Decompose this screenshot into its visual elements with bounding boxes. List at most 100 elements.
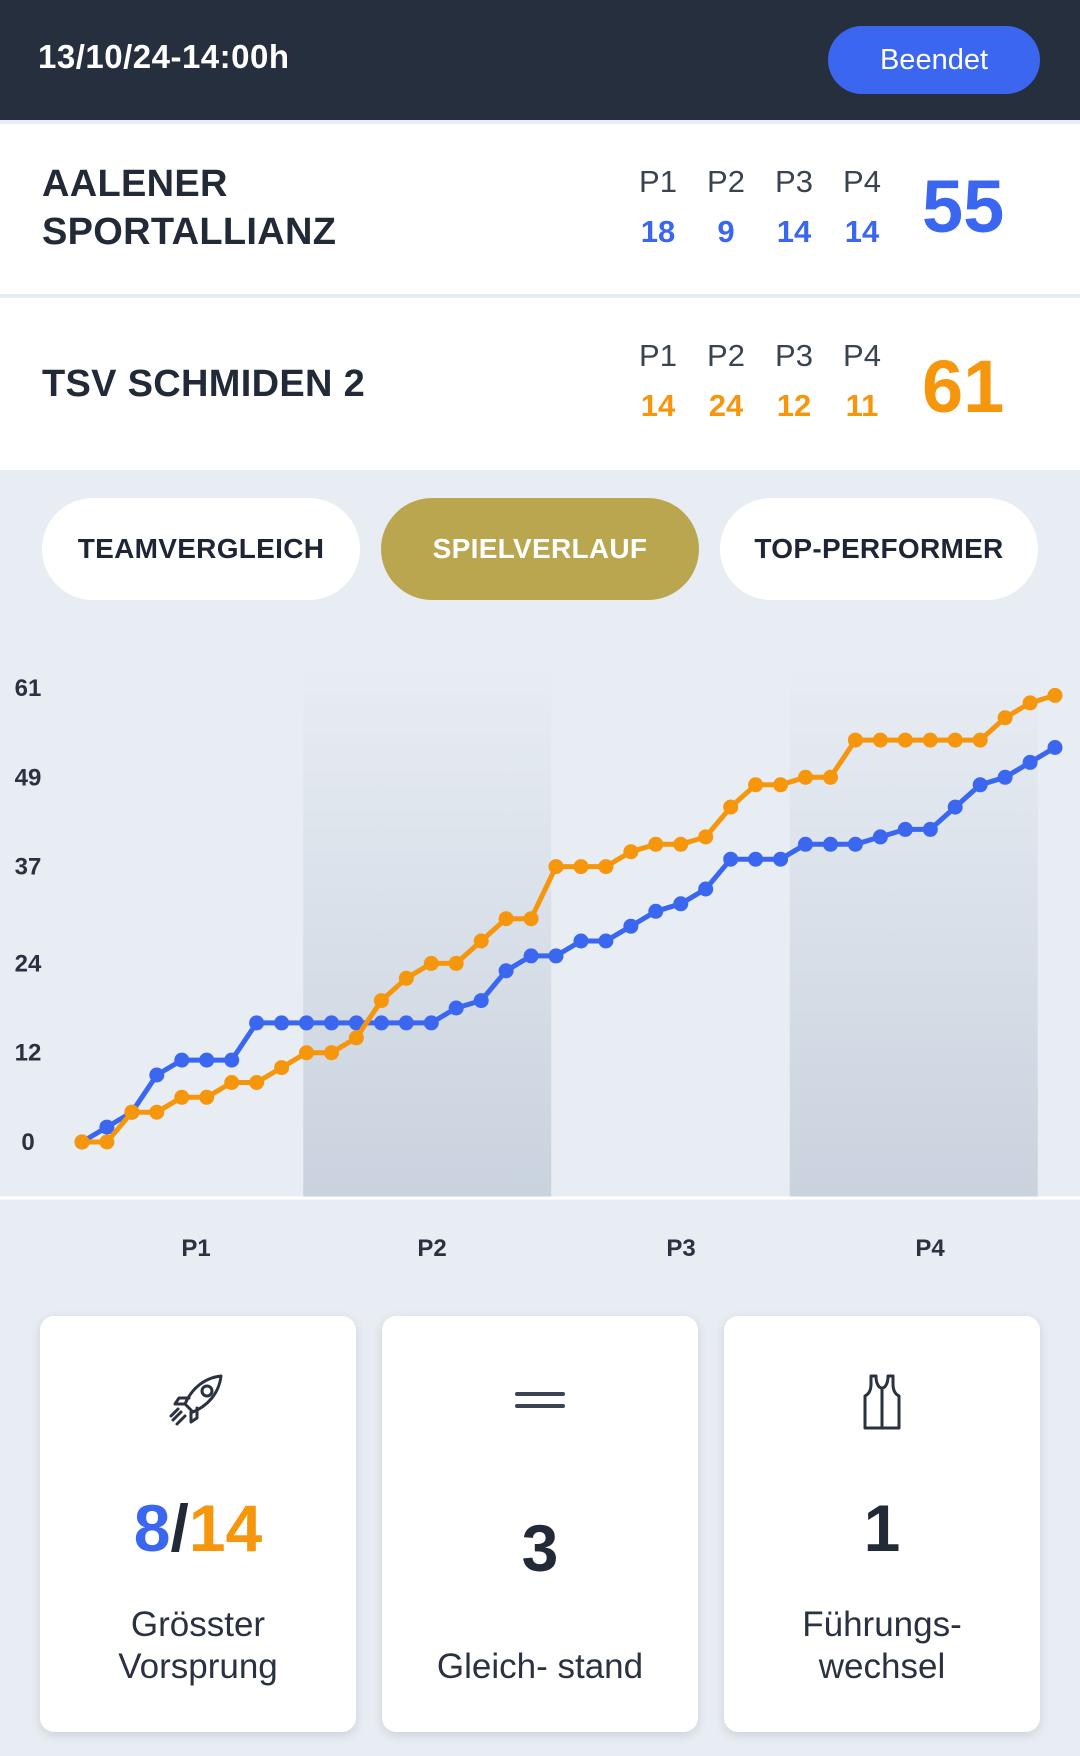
data-point-away bbox=[124, 1104, 140, 1120]
period-label: P4 bbox=[843, 164, 881, 199]
data-point-away bbox=[1022, 695, 1038, 711]
x-period-label: P2 bbox=[417, 1235, 446, 1260]
data-point-home bbox=[773, 851, 789, 867]
data-point-away bbox=[523, 911, 539, 927]
data-point-away bbox=[74, 1134, 90, 1150]
data-point-away bbox=[648, 836, 664, 852]
data-point-away bbox=[249, 1075, 265, 1090]
data-point-away bbox=[498, 911, 514, 927]
biggest-lead-value: 8/14 bbox=[133, 1491, 263, 1565]
tab-spielverlauf[interactable]: SPIELVERLAUF bbox=[381, 498, 699, 600]
data-point-away bbox=[623, 844, 639, 860]
lead-changes-value: 1 bbox=[863, 1491, 901, 1565]
data-point-home bbox=[99, 1119, 115, 1135]
data-point-home bbox=[872, 829, 888, 845]
data-point-home bbox=[598, 933, 614, 949]
status-badge[interactable]: Beendet bbox=[828, 26, 1040, 94]
x-period-label: P4 bbox=[915, 1235, 945, 1260]
data-point-home bbox=[274, 1015, 290, 1031]
data-point-away bbox=[1047, 687, 1063, 703]
data-point-away bbox=[698, 829, 714, 845]
data-point-away bbox=[598, 859, 614, 875]
data-point-home bbox=[723, 851, 739, 867]
match-header: 13/10/24-14:00h Beendet bbox=[0, 0, 1080, 120]
data-point-home bbox=[823, 836, 838, 852]
period-score: 9 bbox=[717, 214, 735, 249]
team-row-away: TSV SCHMIDEN 2 P1 14 P2 24 P3 12 P4 11 61 bbox=[0, 298, 1080, 470]
data-point-away bbox=[548, 859, 564, 875]
data-point-away bbox=[199, 1089, 215, 1105]
period-label: P1 bbox=[639, 164, 677, 199]
stat-card-biggest-lead: 8/14 Grösster Vorsprung bbox=[40, 1316, 356, 1732]
stat-card-lead-changes: 1 Führungs-wechsel bbox=[724, 1316, 1040, 1732]
y-tick-label: 61 bbox=[15, 675, 42, 702]
data-point-away bbox=[99, 1134, 115, 1150]
data-point-home bbox=[174, 1052, 190, 1068]
data-point-home bbox=[698, 881, 714, 897]
tab-top-performer[interactable]: TOP-PERFORMER bbox=[720, 498, 1038, 600]
data-point-away bbox=[224, 1075, 240, 1090]
stat-card-ties: 3 Gleich- stand bbox=[382, 1316, 698, 1732]
equals-icon bbox=[382, 1366, 698, 1436]
data-point-home bbox=[922, 821, 938, 837]
data-point-away bbox=[149, 1104, 165, 1120]
rocket-icon bbox=[40, 1366, 356, 1436]
data-point-home bbox=[224, 1052, 240, 1068]
period-score: 14 bbox=[640, 388, 676, 423]
period-label: P4 bbox=[843, 338, 881, 373]
data-point-away bbox=[373, 993, 389, 1009]
y-tick-label: 12 bbox=[15, 1040, 42, 1067]
data-point-away bbox=[299, 1045, 314, 1061]
data-point-away bbox=[972, 732, 988, 748]
team-name-home: AALENER SPORTALLIANZ bbox=[42, 163, 337, 253]
data-point-home bbox=[748, 851, 764, 867]
team-row-home: AALENER SPORTALLIANZ P1 18 P2 9 P3 14 P4 14 … bbox=[0, 124, 1080, 296]
period-label: P3 bbox=[775, 164, 813, 199]
period-score: 24 bbox=[708, 388, 744, 423]
data-point-away bbox=[274, 1060, 290, 1076]
data-point-home bbox=[847, 836, 863, 852]
data-point-home bbox=[897, 821, 913, 837]
data-point-away bbox=[872, 732, 888, 748]
data-point-away bbox=[798, 769, 813, 785]
x-period-label: P3 bbox=[666, 1235, 695, 1260]
data-point-home bbox=[798, 836, 813, 852]
data-point-away bbox=[398, 970, 414, 986]
team-name-away: TSV SCHMIDEN 2 bbox=[42, 363, 366, 405]
period-score: 11 bbox=[845, 388, 879, 423]
y-tick-label: 49 bbox=[15, 764, 42, 791]
data-point-home bbox=[348, 1015, 364, 1031]
view-tabs: TEAMVERGLEICH SPIELVERLAUF TOP-PERFORMER bbox=[0, 498, 1080, 602]
stats-cards: 8/14 Grösster Vorsprung 3 Gleich- stand 1… bbox=[0, 1316, 1080, 1736]
data-point-home bbox=[573, 933, 589, 949]
data-point-away bbox=[922, 732, 938, 748]
total-score-away: 61 bbox=[922, 345, 1005, 428]
data-point-home bbox=[423, 1015, 439, 1031]
data-point-home bbox=[249, 1015, 265, 1031]
data-point-away bbox=[448, 955, 464, 971]
data-point-away bbox=[473, 933, 489, 949]
series-line-away bbox=[79, 692, 1058, 1145]
data-point-home bbox=[1047, 740, 1063, 755]
data-point-home bbox=[299, 1015, 314, 1031]
data-point-home bbox=[997, 769, 1013, 785]
data-point-home bbox=[398, 1015, 414, 1031]
data-point-away bbox=[723, 799, 739, 815]
tab-teamvergleich[interactable]: TEAMVERGLEICH bbox=[42, 498, 360, 600]
data-point-away bbox=[748, 777, 764, 793]
x-period-label: P1 bbox=[181, 1235, 210, 1260]
period-shade bbox=[789, 660, 1038, 1198]
jersey-icon bbox=[724, 1366, 1040, 1436]
ties-value: 3 bbox=[521, 1511, 559, 1585]
period-score: 14 bbox=[844, 214, 880, 249]
period-score: 12 bbox=[776, 388, 812, 423]
y-tick-label: 0 bbox=[21, 1129, 34, 1156]
match-datetime: 13/10/24-14:00h bbox=[38, 38, 290, 75]
period-label: P3 bbox=[775, 338, 813, 373]
score-progression-chart: 61 49 37 24 12 0 P1 P2 P3 P4 bbox=[0, 660, 1080, 1260]
biggest-lead-label: Grösster Vorsprung bbox=[118, 1605, 278, 1686]
period-shade bbox=[303, 660, 552, 1198]
data-point-home bbox=[473, 993, 489, 1009]
y-tick-label: 37 bbox=[15, 854, 42, 881]
period-score: 14 bbox=[776, 214, 812, 249]
